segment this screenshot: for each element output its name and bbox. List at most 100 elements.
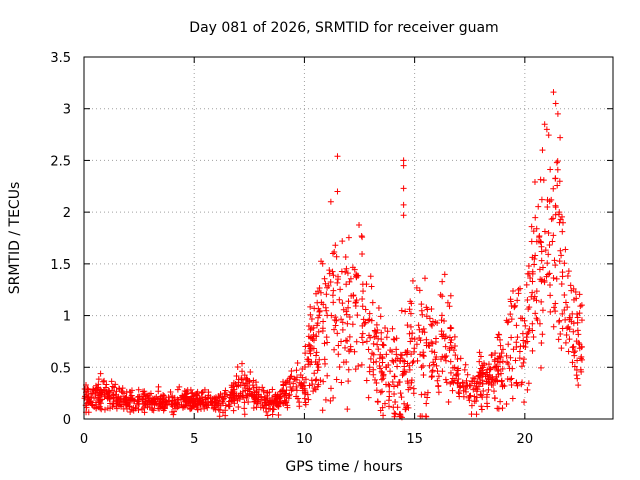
data-point — [570, 349, 577, 356]
data-point — [222, 393, 229, 400]
data-point — [431, 349, 438, 356]
data-point — [578, 343, 585, 350]
data-point — [535, 203, 542, 210]
data-point — [562, 246, 569, 253]
data-point — [258, 394, 265, 401]
data-point — [386, 388, 393, 395]
data-point — [424, 394, 431, 401]
data-point — [508, 381, 515, 388]
data-point — [376, 355, 383, 362]
data-point — [574, 357, 581, 364]
data-point — [448, 337, 455, 344]
data-point — [411, 336, 418, 343]
data-point — [413, 284, 420, 291]
data-point — [197, 397, 204, 404]
data-point — [445, 398, 452, 405]
data-point — [349, 321, 356, 328]
data-point — [315, 328, 322, 335]
data-point — [552, 308, 559, 315]
data-point — [211, 395, 218, 402]
data-point — [505, 341, 512, 348]
data-point — [180, 396, 187, 403]
data-point — [407, 298, 414, 305]
data-point — [499, 382, 506, 389]
data-point — [378, 336, 385, 343]
data-point — [416, 335, 423, 342]
data-point — [337, 286, 344, 293]
data-point — [404, 322, 411, 329]
data-point — [342, 344, 349, 351]
data-point — [104, 390, 111, 397]
data-point — [370, 351, 377, 358]
data-point — [239, 388, 246, 395]
data-point — [160, 407, 167, 414]
data-point — [485, 375, 492, 382]
data-point — [345, 304, 352, 311]
data-point — [95, 376, 102, 383]
data-point — [171, 394, 178, 401]
data-point — [514, 297, 521, 304]
data-point — [379, 388, 386, 395]
data-point — [318, 258, 325, 265]
data-point — [520, 359, 527, 366]
data-point — [468, 402, 475, 409]
data-point — [529, 347, 536, 354]
data-point — [244, 376, 251, 383]
data-point — [548, 216, 555, 223]
data-point — [353, 297, 360, 304]
data-point — [394, 363, 401, 370]
data-point — [392, 399, 399, 406]
data-point — [93, 385, 100, 392]
data-point — [544, 260, 551, 267]
data-point — [330, 299, 337, 306]
data-point — [366, 310, 373, 317]
data-point — [498, 377, 505, 384]
data-point — [480, 387, 487, 394]
data-point — [404, 378, 411, 385]
data-point — [314, 322, 321, 329]
data-point — [334, 188, 341, 195]
data-point — [474, 378, 481, 385]
data-point — [499, 358, 506, 365]
data-point — [339, 300, 346, 307]
data-point — [359, 250, 366, 257]
data-point — [435, 382, 442, 389]
data-point — [243, 375, 250, 382]
data-points — [81, 89, 586, 421]
data-point — [391, 410, 398, 417]
data-point — [305, 341, 312, 348]
data-point — [105, 393, 112, 400]
data-point — [389, 378, 396, 385]
data-point — [366, 364, 373, 371]
data-point — [333, 376, 340, 383]
y-tick-label: 2 — [63, 206, 71, 221]
data-point — [210, 405, 217, 412]
data-point — [360, 316, 367, 323]
data-point — [109, 383, 116, 390]
data-point — [459, 380, 466, 387]
data-point — [514, 382, 521, 389]
data-point — [86, 399, 93, 406]
data-point — [83, 400, 90, 407]
data-point — [240, 394, 247, 401]
data-point — [457, 383, 464, 390]
data-point — [434, 377, 441, 384]
data-point — [570, 328, 577, 335]
data-point — [467, 392, 474, 399]
data-point — [491, 388, 498, 395]
data-point — [536, 320, 543, 327]
data-point — [524, 270, 531, 277]
data-point — [155, 405, 162, 412]
data-point — [544, 203, 551, 210]
data-point — [319, 407, 326, 414]
data-point — [420, 353, 427, 360]
data-point — [562, 339, 569, 346]
y-axis-title: SRMTID / TECUs — [7, 182, 23, 295]
data-point — [546, 281, 553, 288]
data-point — [264, 398, 271, 405]
data-point — [494, 405, 501, 412]
x-tick-label: 10 — [296, 432, 313, 447]
data-point — [324, 339, 331, 346]
data-point — [253, 384, 260, 391]
data-point — [383, 334, 390, 341]
